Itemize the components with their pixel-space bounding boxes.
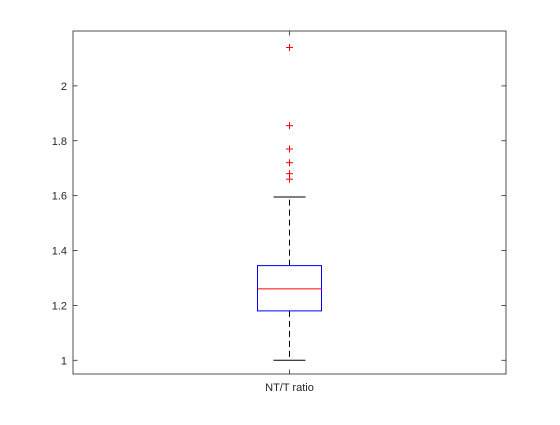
outlier-point bbox=[286, 145, 293, 153]
y-tick-label: 1 bbox=[61, 355, 67, 367]
y-tick-label: 1.2 bbox=[52, 300, 67, 312]
iqr-box bbox=[257, 265, 322, 312]
outlier-point bbox=[286, 122, 293, 130]
x-tick-label: NT/T ratio bbox=[265, 382, 314, 394]
y-tick-label: 1.8 bbox=[52, 136, 67, 148]
outlier-point bbox=[286, 43, 293, 51]
y-tick-label: 2 bbox=[61, 81, 67, 93]
y-tick-label: 1.6 bbox=[52, 191, 67, 203]
outlier-point bbox=[286, 170, 293, 178]
y-tick-label: 1.4 bbox=[52, 246, 67, 258]
outlier-point bbox=[286, 159, 293, 167]
